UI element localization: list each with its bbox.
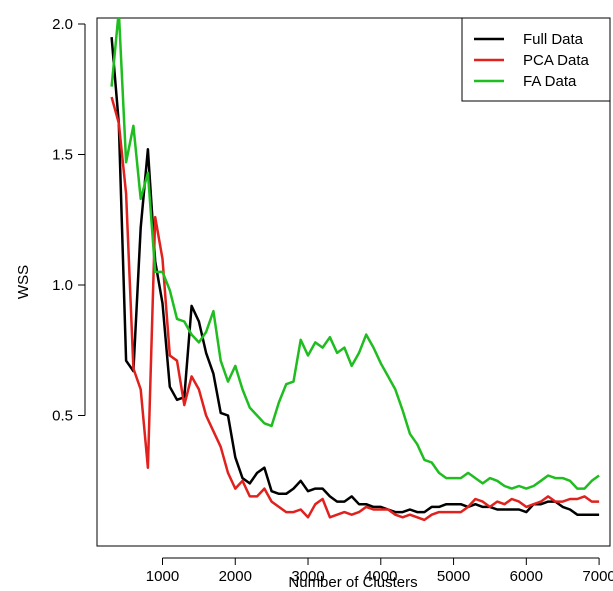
x-tick-label: 1000 xyxy=(146,568,179,585)
y-axis-label: WSS xyxy=(15,265,32,299)
x-axis-label: Number of Clusters xyxy=(288,574,417,591)
x-tick-label: 5000 xyxy=(437,568,470,585)
plot-frame xyxy=(96,17,611,547)
legend: Full Data PCA Data FA Data xyxy=(461,17,611,102)
x-tick-label: 2000 xyxy=(219,568,252,585)
x-axis: 1000 2000 3000 4000 5000 6000 7000 xyxy=(146,557,613,585)
x-tick-label: 7000 xyxy=(582,568,613,585)
y-tick-label: 2.0 xyxy=(52,16,73,33)
series-line-2 xyxy=(110,96,600,522)
legend-label: Full Data xyxy=(523,31,584,48)
x-tick-label: 6000 xyxy=(510,568,543,585)
y-tick-label: 1.5 xyxy=(52,147,73,164)
series-line-1 xyxy=(110,36,600,516)
y-tick-label: 1.0 xyxy=(52,277,73,294)
legend-label: FA Data xyxy=(523,73,577,90)
y-tick-label: 0.5 xyxy=(52,408,73,425)
x-tick-label: 4000 xyxy=(364,568,397,585)
y-axis: 0.5 1.0 1.5 2.0 xyxy=(52,16,86,425)
x-tick-label: 3000 xyxy=(291,568,324,585)
legend-label: PCA Data xyxy=(523,52,590,69)
series-layer xyxy=(110,18,600,522)
series-line-3 xyxy=(110,18,600,490)
